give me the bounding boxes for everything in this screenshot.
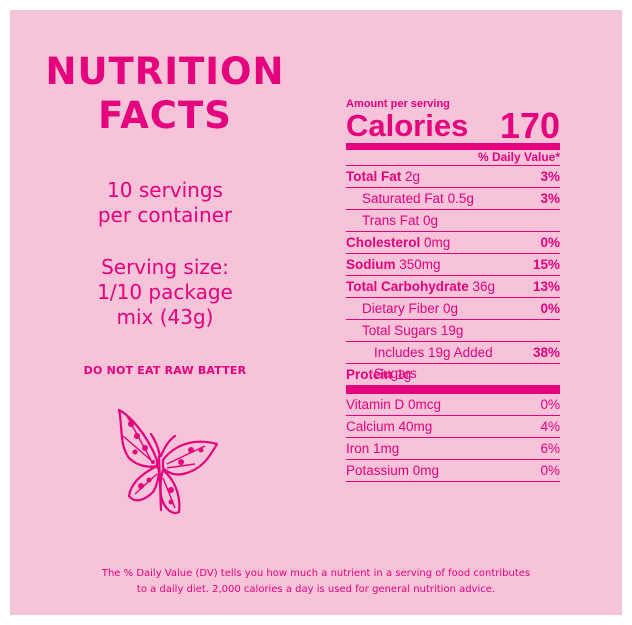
vitamin-row-vitamin-d: Vitamin D 0mcg 0%: [346, 394, 560, 416]
nutrient-name: Total Fat: [346, 169, 402, 184]
nutrient-amount: 350mg: [399, 257, 441, 272]
nutrient-row-cholesterol: Cholesterol 0mg 0%: [346, 232, 560, 254]
nutrient-name: Includes 19g Added Sugars: [374, 345, 493, 381]
nutrient-row-protein: Protein 1g: [346, 364, 560, 394]
calories-row: Calories 170: [346, 105, 560, 150]
nutrient-name: Dietary Fiber: [362, 301, 440, 316]
nutrient-amount: 0mg: [424, 235, 451, 250]
nutrient-amount: 0.5g: [447, 191, 474, 206]
left-column: NUTRITION FACTS 10 servings per containe…: [40, 50, 290, 377]
title-line-2: FACTS: [98, 94, 232, 137]
daily-value-header: % Daily Value*: [346, 150, 560, 166]
nutrient-dv: 13%: [532, 279, 560, 294]
nutrient-amount: 1g: [396, 367, 412, 382]
size-line-2: 1/10 package: [97, 280, 233, 304]
amount-per-serving: Amount per serving: [346, 98, 450, 110]
nutrient-amount: 36g: [472, 279, 496, 294]
vitamin-dv: 4%: [540, 419, 560, 434]
butterfly-icon: [117, 408, 219, 514]
nutrient-name: Total Carbohydrate: [346, 279, 469, 294]
servings-line-1: 10 servings: [107, 178, 223, 202]
nutrient-name: Cholesterol: [346, 235, 421, 250]
nutrient-dv: 3%: [540, 191, 560, 206]
nutrient-name: Total Sugars: [362, 323, 438, 338]
vitamin-dv: 0%: [540, 463, 560, 478]
footnote-line-2: to a daily diet. 2,000 calories a day is…: [136, 584, 496, 595]
vitamin-row-iron: Iron 1mg 6%: [346, 438, 560, 460]
nutrition-facts-table: Amount per serving Calories 170 % Daily …: [346, 98, 560, 482]
serving-size: Serving size: 1/10 package mix (43g): [40, 255, 290, 330]
nutrient-row-total-carbohydrate: Total Carbohydrate 36g 13%: [346, 276, 560, 298]
size-line-1: Serving size:: [101, 255, 229, 279]
nutrient-amount: 2g: [405, 169, 421, 184]
nutrient-amount: 0g: [443, 301, 459, 316]
title-line-1: NUTRITION: [45, 50, 285, 93]
nutrient-name: Sodium: [346, 257, 396, 272]
nutrient-row-added-sugars: Includes 19g Added Sugars 38%: [346, 342, 560, 381]
nutrient-dv: 3%: [540, 169, 560, 184]
nutrient-row-dietary-fiber: Dietary Fiber 0g 0%: [346, 298, 560, 320]
label-panel: [10, 10, 622, 615]
size-line-3: mix (43g): [116, 305, 214, 329]
nutrient-dv: 15%: [532, 257, 560, 272]
nutrient-dv: 0%: [540, 301, 560, 316]
vitamin-name: Potassium 0mg: [346, 463, 440, 478]
nutrient-row-total-sugars: Total Sugars 19g: [346, 320, 560, 342]
servings-per-container: 10 servings per container: [40, 178, 290, 228]
nutrient-dv: 38%: [532, 345, 560, 360]
vitamin-name: Iron 1mg: [346, 441, 400, 456]
nutrient-row-trans-fat: Trans Fat 0g: [346, 210, 560, 232]
nutrient-row-saturated-fat: Saturated Fat 0.5g 3%: [346, 188, 560, 210]
nutrient-name: Trans Fat: [362, 213, 420, 228]
nutrient-row-total-fat: Total Fat 2g 3%: [346, 166, 560, 188]
servings-line-2: per container: [97, 203, 233, 227]
calories-value: 170: [499, 105, 560, 146]
nutrient-row-sodium: Sodium 350mg 15%: [346, 254, 560, 276]
daily-value-footnote: The % Daily Value (DV) tells you how muc…: [0, 566, 632, 598]
vitamin-row-calcium: Calcium 40mg 4%: [346, 416, 560, 438]
nutrient-dv: 0%: [540, 235, 560, 250]
vitamin-dv: 0%: [540, 397, 560, 412]
vitamin-row-potassium: Potassium 0mg 0%: [346, 460, 560, 482]
raw-batter-warning: DO NOT EAT RAW BATTER: [83, 364, 247, 377]
nutrient-amount: 19g: [440, 323, 464, 338]
vitamin-name: Calcium 40mg: [346, 419, 433, 434]
calories-label: Calories: [346, 108, 469, 143]
footnote-line-1: The % Daily Value (DV) tells you how muc…: [101, 568, 531, 579]
nutrient-name: Saturated Fat: [362, 191, 444, 206]
label-title: NUTRITION FACTS: [40, 50, 290, 138]
nutrient-name: Protein: [346, 367, 393, 382]
nutrient-amount: 0g: [423, 213, 439, 228]
vitamin-dv: 6%: [540, 441, 560, 456]
vitamin-name: Vitamin D 0mcg: [346, 397, 442, 412]
